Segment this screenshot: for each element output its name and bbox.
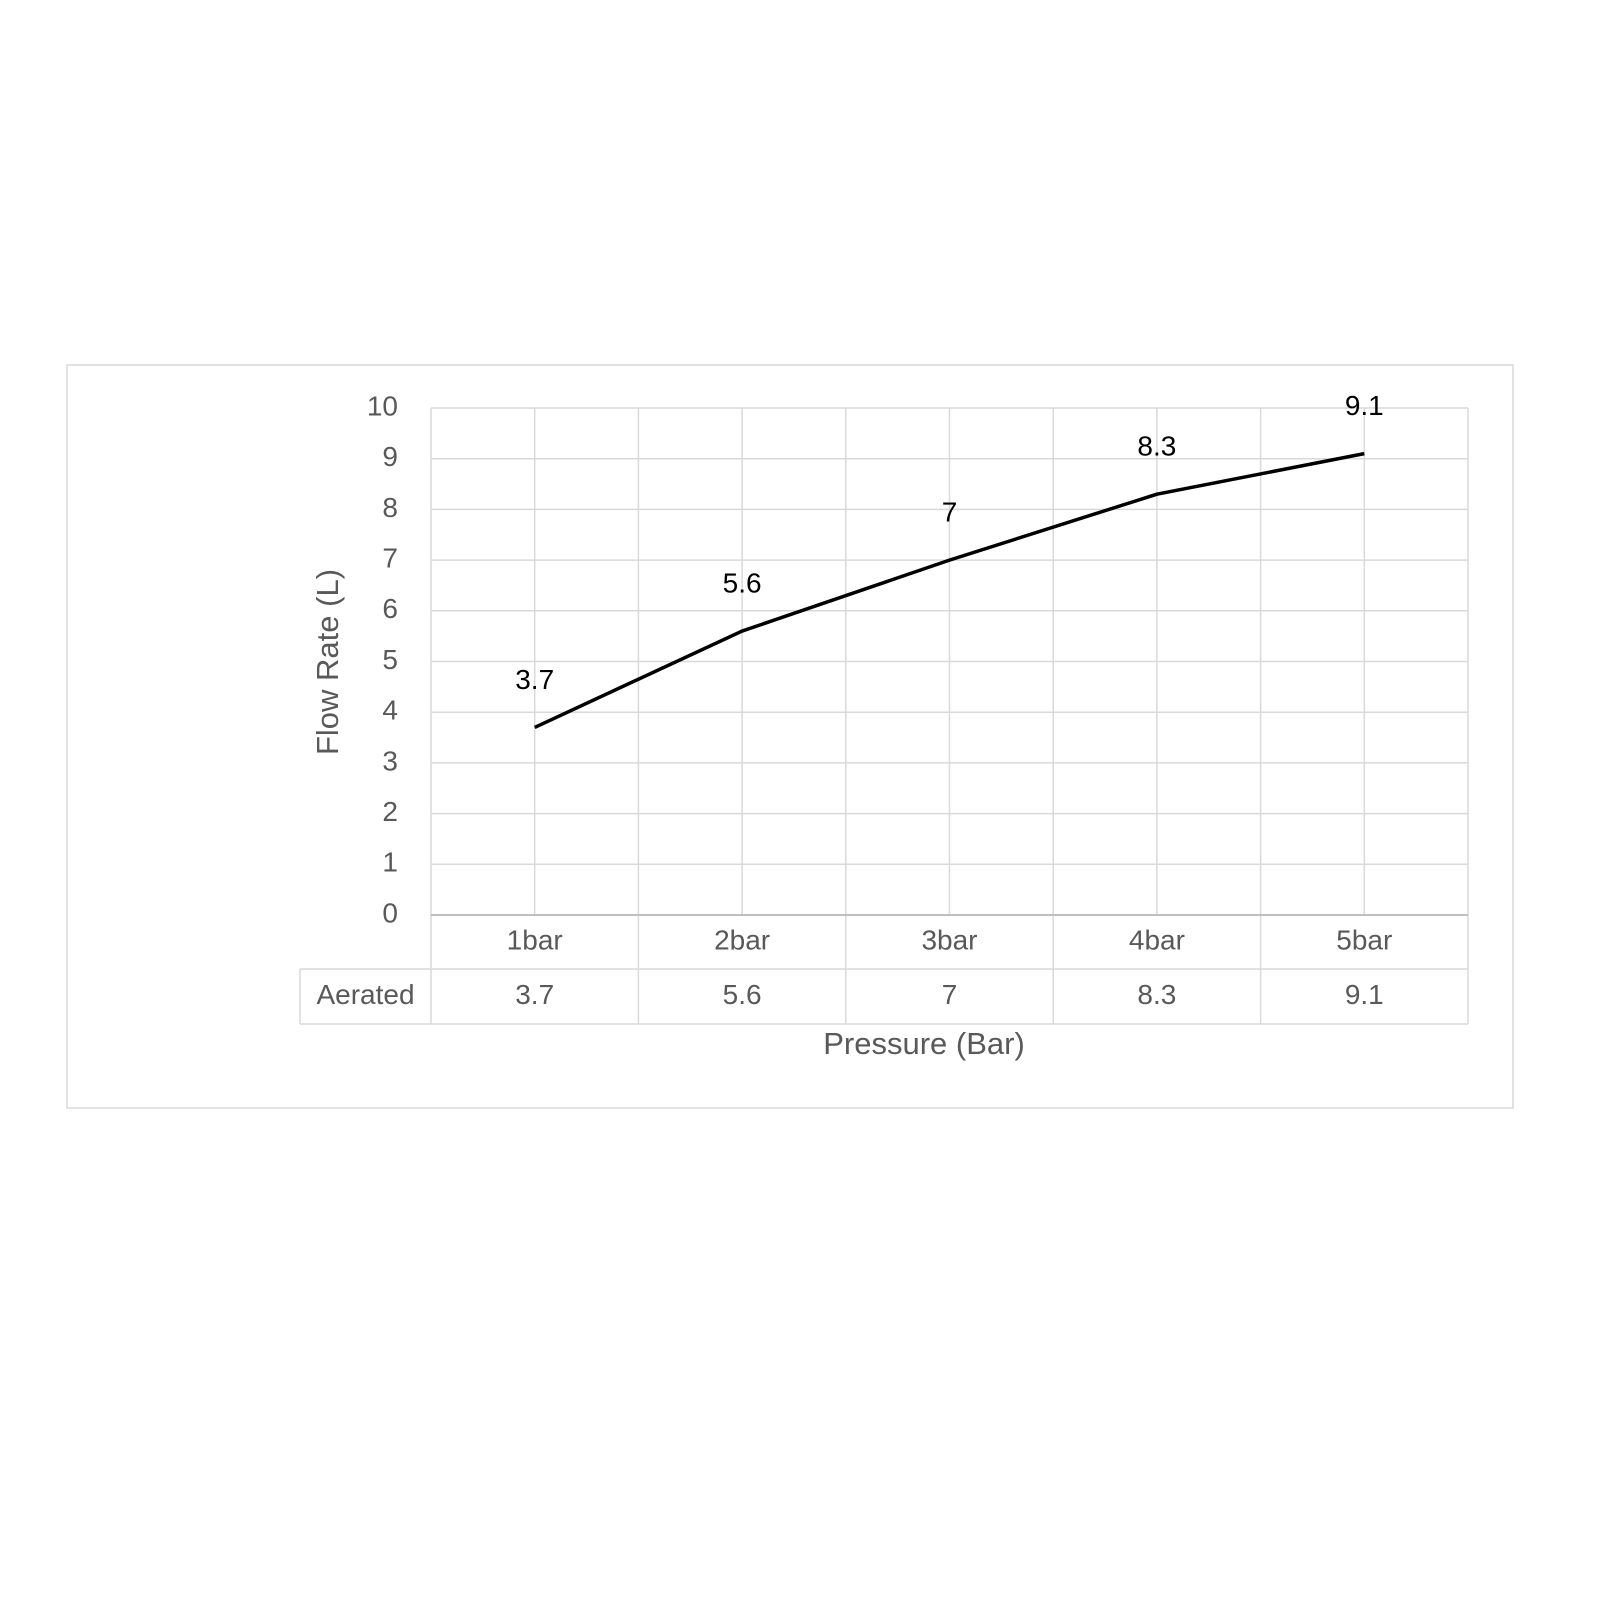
x-tick-label: 4bar	[1129, 924, 1185, 955]
table-value: 5.6	[723, 979, 762, 1010]
table-value: 9.1	[1345, 979, 1384, 1010]
data-label: 9.1	[1345, 390, 1384, 421]
y-tick-label: 7	[382, 542, 398, 573]
table-value: 7	[942, 979, 958, 1010]
data-label: 3.7	[515, 664, 554, 695]
y-tick-label: 2	[382, 796, 398, 827]
table-value: 8.3	[1137, 979, 1176, 1010]
data-label: 5.6	[723, 567, 762, 598]
x-tick-label: 3bar	[921, 924, 977, 955]
y-tick-label: 5	[382, 644, 398, 675]
data-label: 8.3	[1137, 431, 1176, 462]
y-tick-label: 4	[382, 695, 398, 726]
y-tick-label: 1	[382, 847, 398, 878]
table-series-name: Aerated	[316, 979, 414, 1010]
data-label: 7	[942, 496, 958, 527]
x-tick-label: 1bar	[507, 924, 563, 955]
chart-frame	[66, 364, 1514, 1109]
y-tick-label: 0	[382, 897, 398, 928]
y-tick-label: 8	[382, 492, 398, 523]
data-line	[533, 451, 1365, 729]
x-tick-label: 5bar	[1336, 924, 1392, 955]
x-tick-label: 2bar	[714, 924, 770, 955]
table-value: 3.7	[515, 979, 554, 1010]
y-tick-label: 10	[367, 390, 398, 421]
y-tick-label: 6	[382, 593, 398, 624]
y-tick-label: 9	[382, 441, 398, 472]
x-axis-title: Pressure (Bar)	[823, 1026, 1025, 1061]
y-tick-label: 3	[382, 745, 398, 776]
y-axis-title: Flow Rate (L)	[310, 569, 345, 755]
